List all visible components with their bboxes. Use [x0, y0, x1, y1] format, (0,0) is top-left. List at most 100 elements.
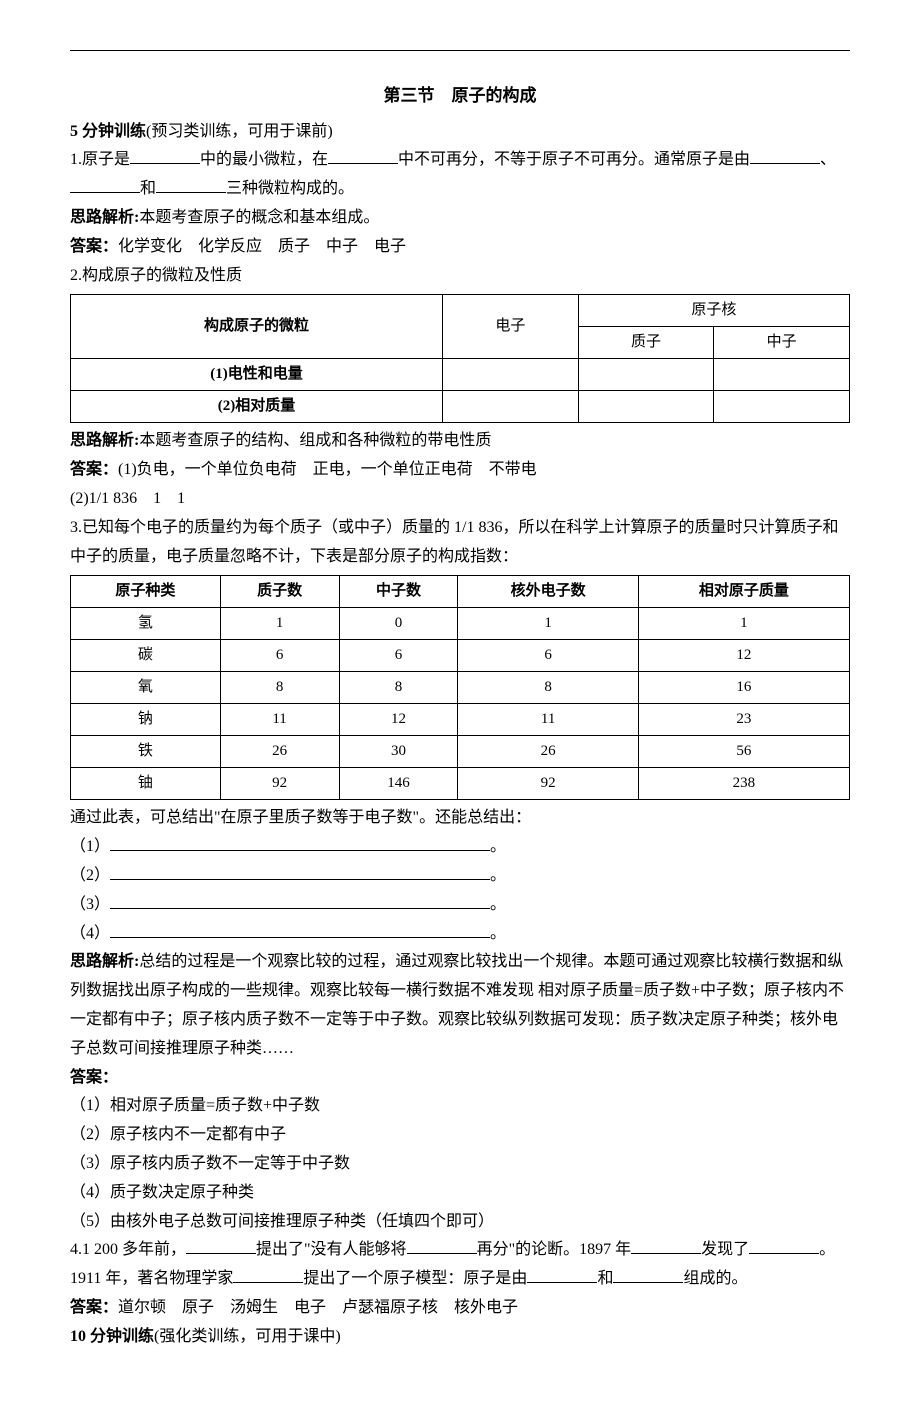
section10-suffix: (强化类训练，可用于课中) — [154, 1328, 341, 1345]
q3-i4: （4） — [70, 925, 110, 942]
cell: 56 — [638, 736, 849, 768]
cell: 1 — [220, 608, 339, 640]
table-row: 氢 1 0 1 1 — [71, 608, 850, 640]
answer-label: 答案： — [70, 1299, 118, 1316]
q3-item-2: （2）。 — [70, 862, 850, 891]
table-2: 原子种类 质子数 中子数 核外电子数 相对原子质量 氢 1 0 1 1 碳 6 … — [70, 575, 850, 800]
cell: 23 — [638, 704, 849, 736]
blank — [233, 1266, 303, 1283]
table-1: 构成原子的微粒 电子 原子核 质子 中子 (1)电性和电量 (2)相对质量 — [70, 294, 850, 423]
cell: 238 — [638, 768, 849, 800]
q1-p6: 三种微粒构成的。 — [226, 180, 354, 197]
cell: 12 — [339, 704, 458, 736]
cell: 92 — [458, 768, 638, 800]
blank — [130, 147, 200, 164]
cell — [443, 359, 579, 391]
blank — [749, 1237, 819, 1254]
cell: 6 — [220, 640, 339, 672]
cell — [714, 391, 850, 423]
suffix: 。 — [490, 838, 506, 855]
cell: 1 — [638, 608, 849, 640]
q3-analysis: 思路解析:总结的过程是一个观察比较的过程，通过观察比较找出一个规律。本题可通过观… — [70, 948, 850, 1063]
q1-analysis: 思路解析:本题考查原子的概念和基本组成。 — [70, 204, 850, 233]
q4-p7: 和 — [597, 1270, 613, 1287]
answer-label: 答案： — [70, 461, 118, 478]
cell: 铀 — [71, 768, 221, 800]
blank — [527, 1266, 597, 1283]
q1-p4: 、 — [820, 151, 836, 168]
cell — [714, 359, 850, 391]
q3-item-4: （4） 。 — [70, 920, 850, 949]
top-divider — [70, 50, 850, 51]
t1-r1: (1)电性和电量 — [71, 359, 443, 391]
blank — [613, 1266, 683, 1283]
cell: 8 — [458, 672, 638, 704]
cell — [578, 359, 714, 391]
cell: 146 — [339, 768, 458, 800]
t2h0: 原子种类 — [71, 576, 221, 608]
analysis-label: 思路解析: — [70, 953, 139, 970]
t2h2: 中子数 — [339, 576, 458, 608]
table-row: (2)相对质量 — [71, 391, 850, 423]
cell: 11 — [458, 704, 638, 736]
blank — [110, 834, 490, 851]
t1-h3b: 中子 — [714, 327, 850, 359]
q1-analysis-text: 本题考查原子的概念和基本组成。 — [139, 209, 379, 226]
table-row: 铀 92 146 92 238 — [71, 768, 850, 800]
cell: 92 — [220, 768, 339, 800]
table-row: 钠 11 12 11 23 — [71, 704, 850, 736]
cell: 26 — [458, 736, 638, 768]
t2h3: 核外电子数 — [458, 576, 638, 608]
q3-a5: （5）由核外电子总数可间接推理原子种类（任填四个即可） — [70, 1208, 850, 1237]
cell: 26 — [220, 736, 339, 768]
q4-answer-text: 道尔顿 原子 汤姆生 电子 卢瑟福原子核 核外电子 — [118, 1299, 518, 1316]
cell: 30 — [339, 736, 458, 768]
answer-label: 答案： — [70, 238, 118, 255]
section5-label: 5 分钟训练 — [70, 123, 146, 140]
q2-answer1: 答案：(1)负电，一个单位负电荷 正电，一个单位正电荷 不带电 — [70, 456, 850, 485]
cell: 钠 — [71, 704, 221, 736]
q3-a1: （1）相对原子质量=质子数+中子数 — [70, 1092, 850, 1121]
blank — [70, 176, 140, 193]
t1-h3a: 质子 — [578, 327, 714, 359]
q3-a2: （2）原子核内不一定都有中子 — [70, 1121, 850, 1150]
cell: 氢 — [71, 608, 221, 640]
cell: 6 — [339, 640, 458, 672]
table-row: 原子种类 质子数 中子数 核外电子数 相对原子质量 — [71, 576, 850, 608]
table-row: (1)电性和电量 — [71, 359, 850, 391]
blank — [750, 147, 820, 164]
table-row: 碳 6 6 6 12 — [71, 640, 850, 672]
blank — [110, 921, 490, 938]
q4-p8: 组成的。 — [683, 1270, 747, 1287]
question-1: 1.原子是中的最小微粒，在中不可再分，不等于原子不可再分。通常原子是由、和三种微… — [70, 146, 850, 204]
blank — [407, 1237, 477, 1254]
cell — [578, 391, 714, 423]
cell: 11 — [220, 704, 339, 736]
q2-analysis: 思路解析:本题考查原子的结构、组成和各种微粒的带电性质 — [70, 427, 850, 456]
q1-answer-text: 化学变化 化学反应 质子 中子 电子 — [118, 238, 406, 255]
question-4: 4.1 200 多年前，提出了"没有人能够将再分"的论断。1897 年发现了。1… — [70, 1236, 850, 1294]
cell: 12 — [638, 640, 849, 672]
cell: 氧 — [71, 672, 221, 704]
q3-after: 通过此表，可总结出"在原子里质子数等于电子数"。还能总结出： — [70, 804, 850, 833]
blank — [156, 176, 226, 193]
q1-p5: 和 — [140, 180, 156, 197]
q4-p6: 提出了一个原子模型：原子是由 — [303, 1270, 527, 1287]
suffix: 。 — [490, 867, 506, 884]
section-5min: 5 分钟训练(预习类训练，可用于课前) — [70, 118, 850, 147]
q4-p4: 发现了 — [701, 1241, 749, 1258]
blank — [110, 863, 490, 880]
cell — [443, 391, 579, 423]
cell: 碳 — [71, 640, 221, 672]
table-row: 构成原子的微粒 电子 原子核 — [71, 295, 850, 327]
t2h1: 质子数 — [220, 576, 339, 608]
section10-label: 10 分钟训练 — [70, 1328, 154, 1345]
q2-answer1-text: (1)负电，一个单位负电荷 正电，一个单位正电荷 不带电 — [118, 461, 537, 478]
suffix: 。 — [490, 925, 506, 942]
q4-answer: 答案：道尔顿 原子 汤姆生 电子 卢瑟福原子核 核外电子 — [70, 1294, 850, 1323]
cell: 0 — [339, 608, 458, 640]
q3-text: 3.已知每个电子的质量约为每个质子（或中子）质量的 1/1 836，所以在科学上… — [70, 514, 850, 572]
page-title: 第三节 原子的构成 — [70, 81, 850, 112]
cell: 6 — [458, 640, 638, 672]
t1-h3: 原子核 — [578, 295, 849, 327]
